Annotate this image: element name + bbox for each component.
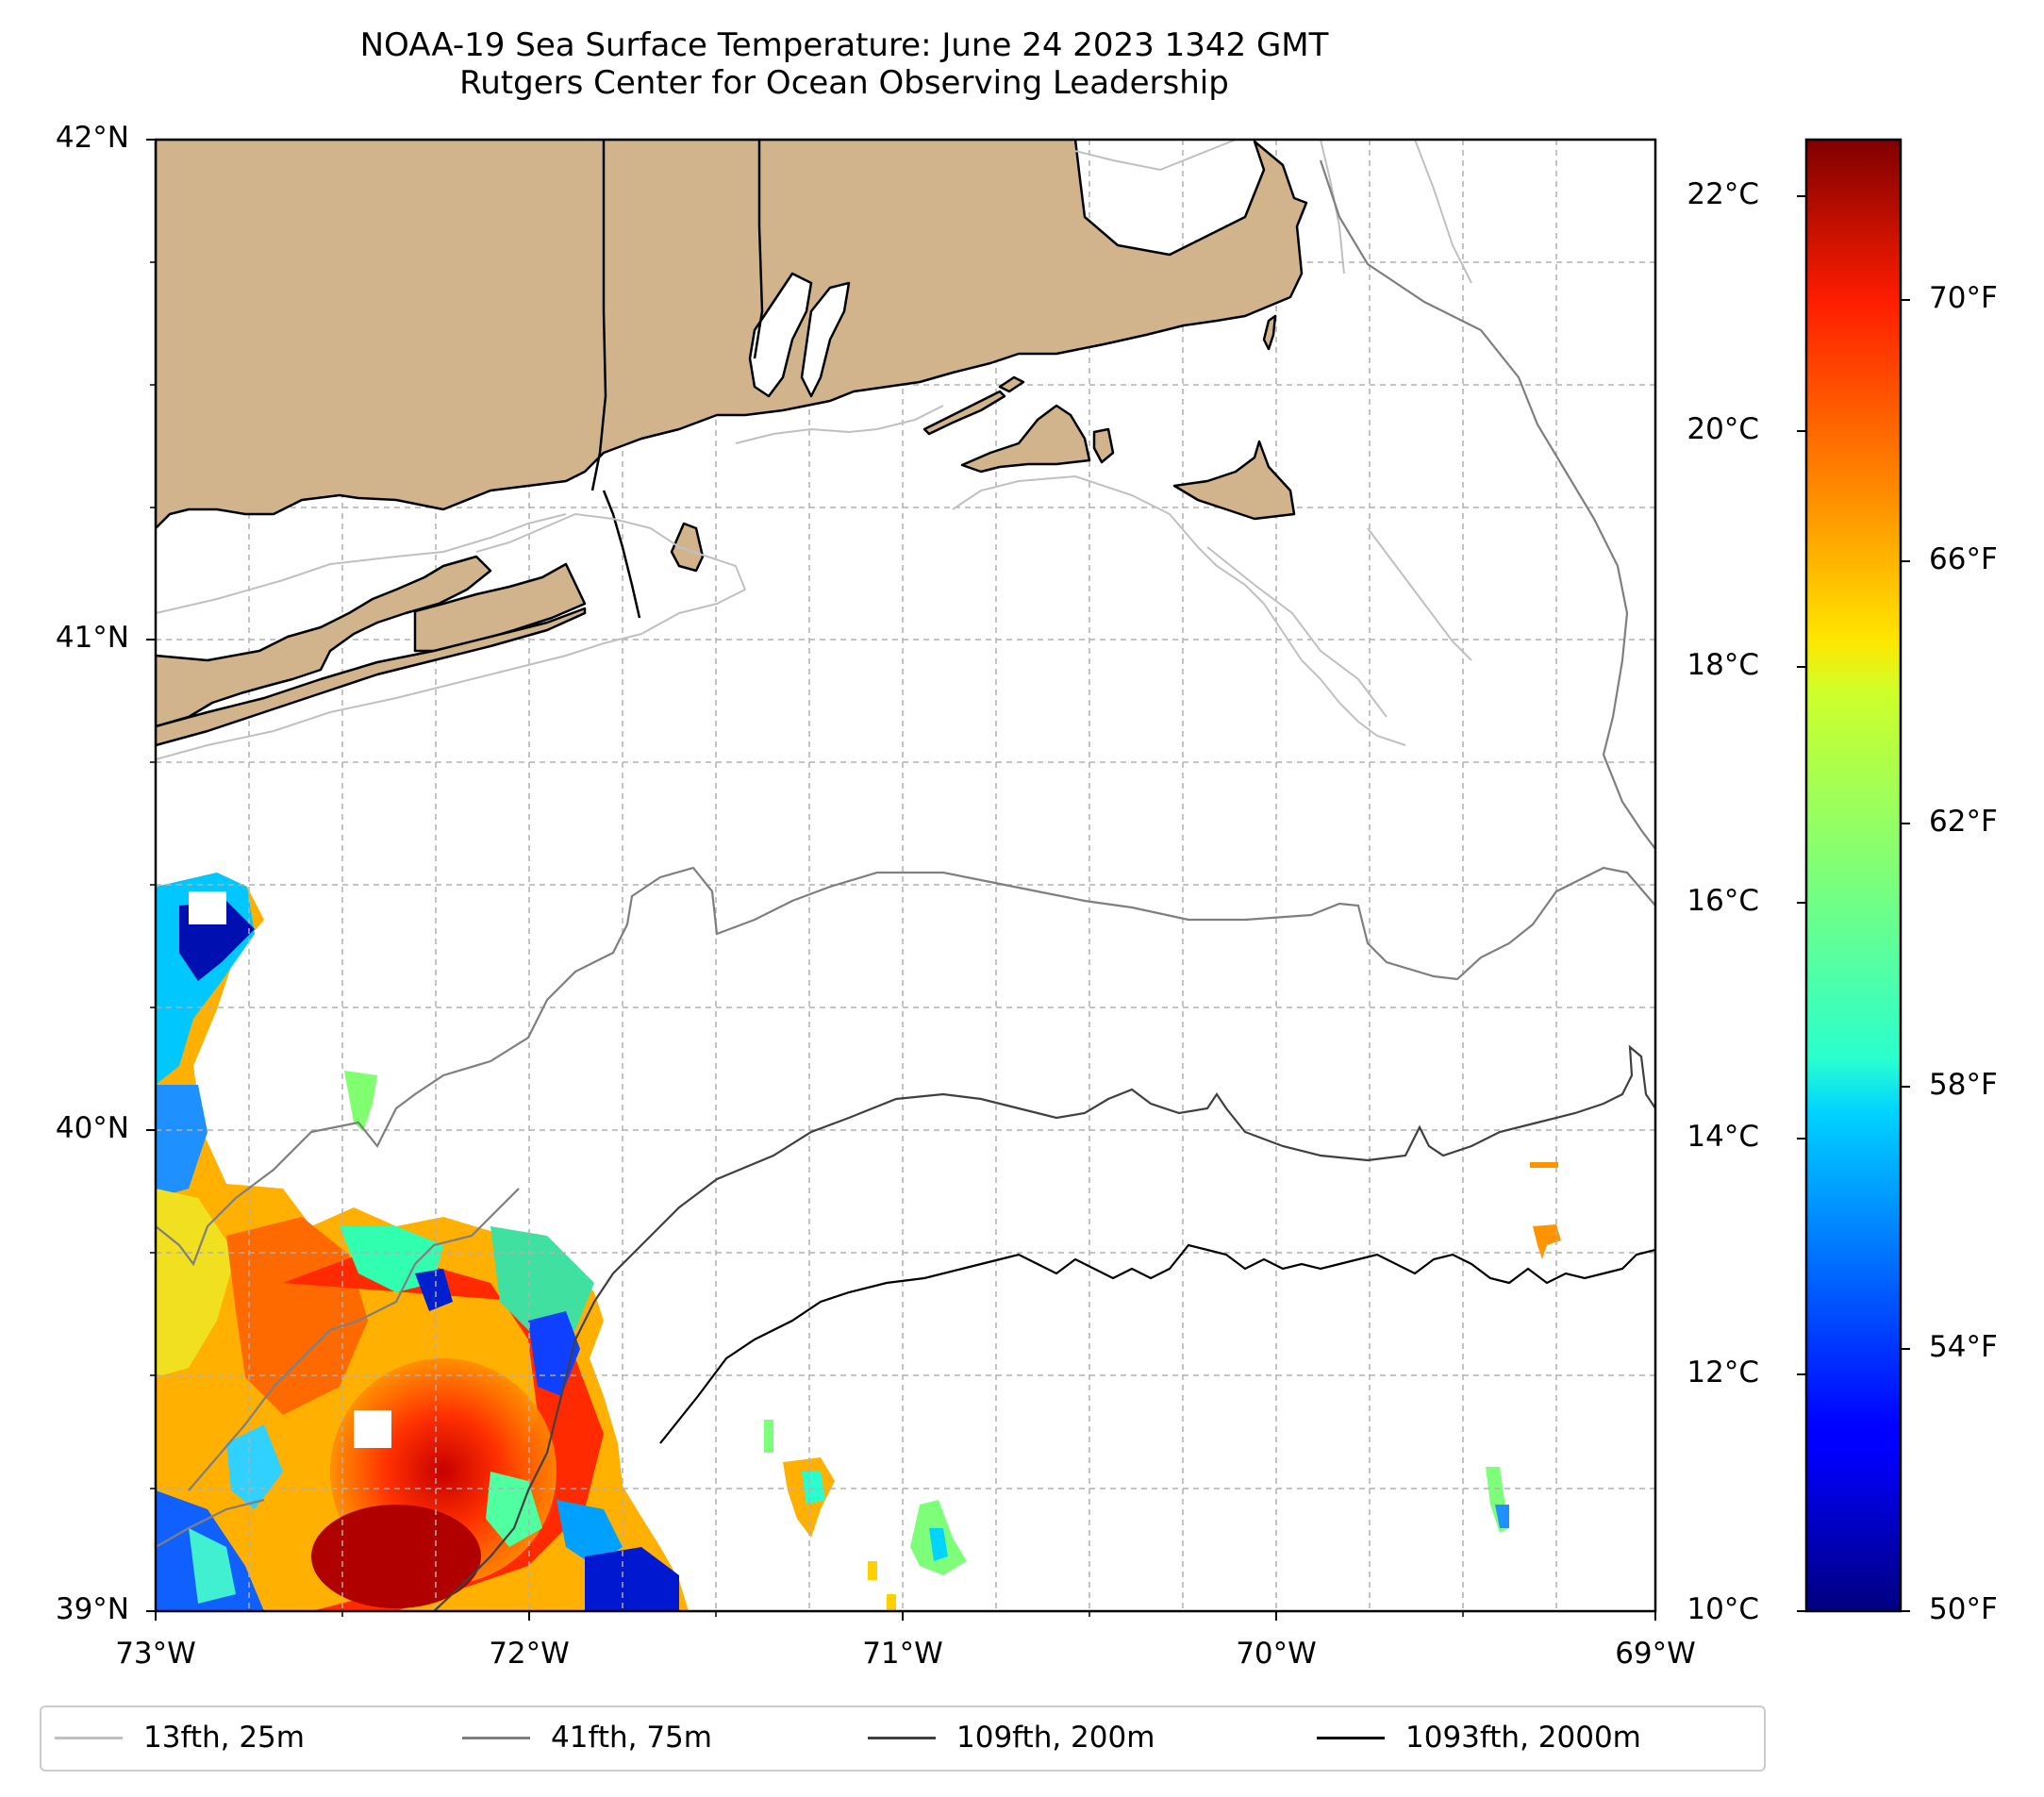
colorbar-fahrenheit-label: 58°F [1929,1068,1998,1102]
sst-data-layer [156,873,1561,1611]
colorbar-celsius-label: 22°C [1687,177,1759,211]
colorbar-fahrenheit-label: 54°F [1929,1330,1998,1364]
colorbar-fahrenheit-label: 66°F [1929,542,1998,576]
colorbar-celsius-label: 20°C [1687,412,1759,446]
lat-label-39n: 39°N [55,1592,129,1626]
colorbar-fahrenheit-label: 70°F [1929,281,1998,315]
colorbar-celsius-label: 14°C [1687,1120,1759,1154]
lat-label-40n: 40°N [55,1111,129,1145]
colorbar-fahrenheit-label: 50°F [1929,1592,1998,1626]
lon-label-73w: 73°W [115,1637,196,1671]
legend-swatch [868,1736,936,1739]
colorbar [1804,138,1903,1613]
legend-swatch [1317,1736,1385,1739]
colorbar-celsius-label: 16°C [1687,884,1759,918]
isobath-2000m [659,1243,1655,1444]
map-subtitle: Rutgers Center for Ocean Observing Leade… [459,64,1229,102]
lon-label-71w: 71°W [862,1637,943,1671]
isobath-legend: 13fth, 25m 41fth, 75m 109fth, 200m 1093f… [40,1705,1766,1772]
lat-label-41n: 41°N [55,621,129,655]
legend-label: 41fth, 75m [551,1721,712,1755]
legend-swatch [462,1736,530,1739]
legend-item-2000m: 1093fth, 2000m [1317,1719,1641,1756]
legend-label: 1093fth, 2000m [1405,1721,1641,1755]
lon-label-70w: 70°W [1236,1637,1317,1671]
isobath-25m [156,140,1472,760]
lon-label-69w: 69°W [1615,1637,1696,1671]
lon-label-72w: 72°W [489,1637,570,1671]
legend-item-200m: 109fth, 200m [868,1719,1155,1756]
legend-item-25m: 13fth, 25m [55,1719,305,1756]
land-layer [156,140,1308,747]
legend-swatch [55,1736,123,1739]
colorbar-celsius-label: 10°C [1687,1592,1759,1626]
lat-label-42n: 42°N [55,121,129,155]
isobath-200m [433,1044,1655,1611]
legend-label: 109fth, 200m [956,1721,1155,1755]
map-frame [154,138,1657,1613]
isobath-75m [156,159,1655,1548]
map-title: NOAA-19 Sea Surface Temperature: June 24… [359,26,1329,64]
graticule [156,140,1655,1611]
colorbar-celsius-label: 18°C [1687,648,1759,682]
colorbar-fahrenheit-label: 62°F [1929,805,1998,839]
legend-item-75m: 41fth, 75m [462,1719,712,1756]
legend-label: 13fth, 25m [143,1721,305,1755]
colorbar-celsius-label: 12°C [1687,1356,1759,1389]
